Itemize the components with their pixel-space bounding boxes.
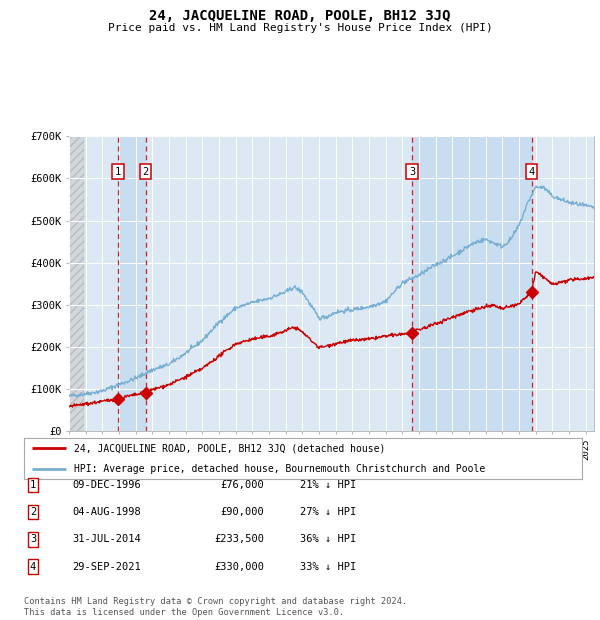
Text: 2: 2 — [30, 507, 36, 517]
Text: 27% ↓ HPI: 27% ↓ HPI — [300, 507, 356, 517]
Bar — [412, 136, 532, 431]
Bar — [118, 136, 145, 431]
Text: 3: 3 — [409, 167, 415, 177]
Text: £233,500: £233,500 — [214, 534, 264, 544]
Text: 2: 2 — [142, 167, 149, 177]
Text: 33% ↓ HPI: 33% ↓ HPI — [300, 562, 356, 572]
Text: 09-DEC-1996: 09-DEC-1996 — [72, 480, 141, 490]
Text: 1: 1 — [30, 480, 36, 490]
Text: 21% ↓ HPI: 21% ↓ HPI — [300, 480, 356, 490]
Text: 29-SEP-2021: 29-SEP-2021 — [72, 562, 141, 572]
Text: £76,000: £76,000 — [220, 480, 264, 490]
Text: 36% ↓ HPI: 36% ↓ HPI — [300, 534, 356, 544]
Text: 24, JACQUELINE ROAD, POOLE, BH12 3JQ (detached house): 24, JACQUELINE ROAD, POOLE, BH12 3JQ (de… — [74, 443, 386, 453]
Text: 1: 1 — [115, 167, 121, 177]
Text: 04-AUG-1998: 04-AUG-1998 — [72, 507, 141, 517]
Text: 24, JACQUELINE ROAD, POOLE, BH12 3JQ: 24, JACQUELINE ROAD, POOLE, BH12 3JQ — [149, 9, 451, 24]
Text: 31-JUL-2014: 31-JUL-2014 — [72, 534, 141, 544]
Text: 3: 3 — [30, 534, 36, 544]
Text: HPI: Average price, detached house, Bournemouth Christchurch and Poole: HPI: Average price, detached house, Bour… — [74, 464, 485, 474]
Text: £330,000: £330,000 — [214, 562, 264, 572]
Text: 4: 4 — [529, 167, 535, 177]
Text: 4: 4 — [30, 562, 36, 572]
Text: £90,000: £90,000 — [220, 507, 264, 517]
Text: Price paid vs. HM Land Registry's House Price Index (HPI): Price paid vs. HM Land Registry's House … — [107, 23, 493, 33]
Text: Contains HM Land Registry data © Crown copyright and database right 2024.
This d: Contains HM Land Registry data © Crown c… — [24, 598, 407, 617]
